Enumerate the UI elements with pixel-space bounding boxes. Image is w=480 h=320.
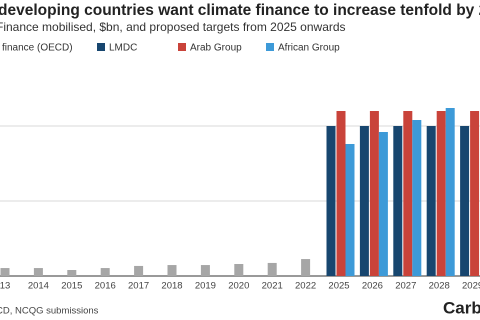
bar: [301, 259, 311, 276]
brand-logo: Carbo: [443, 298, 480, 317]
bar: [100, 268, 110, 276]
bar: [460, 126, 470, 276]
legend-swatch: [178, 43, 186, 51]
bar: [267, 262, 277, 276]
chart-title: developing countries want climate financ…: [0, 2, 480, 19]
x-tick-label: 2027: [395, 281, 416, 292]
x-tick-label: 2020: [228, 281, 249, 292]
x-tick-label: 2019: [195, 281, 216, 292]
bar: [67, 270, 77, 276]
legend-swatch: [266, 43, 274, 51]
legend-label: LMDC: [109, 43, 137, 54]
legend: finance (OECD) LMDC Arab Group African Grou…: [2, 43, 340, 54]
x-tick-label: 2022: [295, 281, 316, 292]
x-tick-label: 2029: [462, 281, 480, 292]
bar: [378, 132, 388, 276]
bar: [33, 268, 43, 276]
bar: [412, 120, 422, 276]
legend-swatch: [97, 43, 105, 51]
bar: [470, 111, 480, 276]
legend-label: Arab Group: [190, 43, 242, 54]
bar: [393, 126, 403, 276]
x-tick-label: 2018: [161, 281, 182, 292]
bar: [445, 108, 455, 276]
x-tick-label: 2025: [328, 281, 349, 292]
bar: [234, 264, 244, 276]
x-tick-label: 2014: [28, 281, 49, 292]
x-tick-label: 2026: [362, 281, 383, 292]
legend-label: finance (OECD): [2, 43, 73, 54]
x-tick-label: 2028: [429, 281, 450, 292]
bar: [200, 265, 210, 276]
x-tick-label: 2017: [128, 281, 149, 292]
bar: [336, 111, 346, 276]
source: CD, NCQG submissions: [0, 306, 99, 317]
legend-label: African Group: [278, 43, 340, 54]
bar: [369, 111, 379, 276]
x-tick-label: 2016: [95, 281, 116, 292]
x-tick-label: 13: [0, 281, 10, 292]
bar: [326, 126, 336, 276]
x-tick-label: 2015: [61, 281, 82, 292]
bar: [359, 126, 369, 276]
bar: [403, 111, 413, 276]
bar: [0, 268, 10, 276]
bar: [167, 265, 177, 276]
bar: [436, 111, 446, 276]
chart-subtitle: Finance mobilised, $bn, and proposed tar…: [0, 20, 346, 34]
bar: [134, 265, 144, 276]
bar: [345, 144, 355, 276]
bar: [426, 126, 436, 276]
x-tick-label: 2021: [262, 281, 283, 292]
